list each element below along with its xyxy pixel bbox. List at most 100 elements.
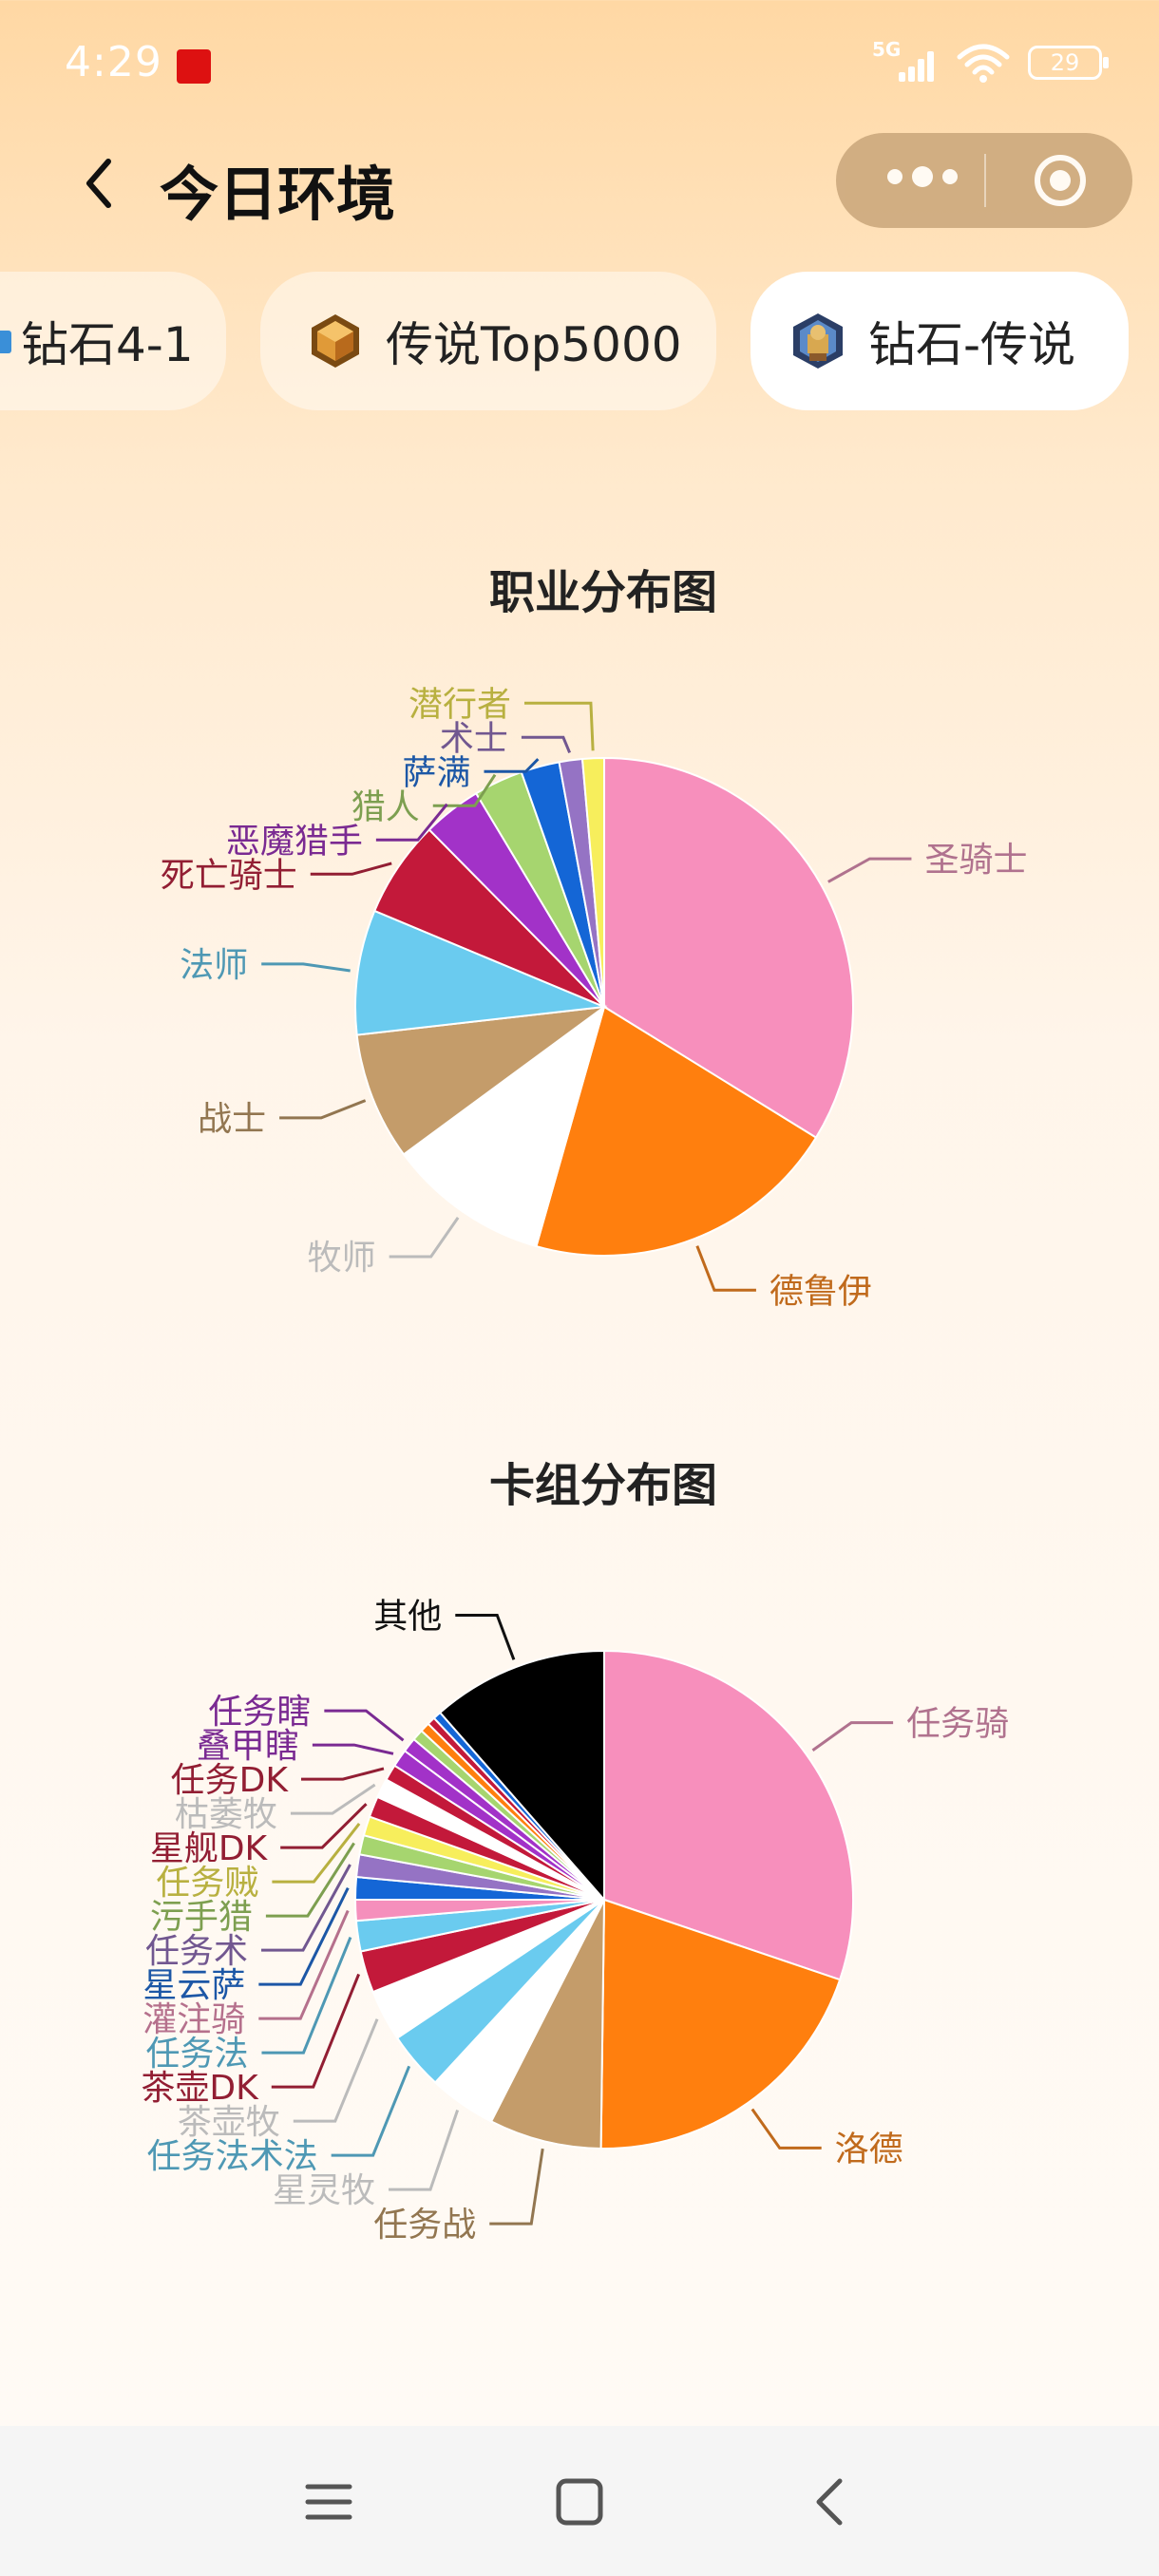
label-line-枯萎牧 [290,1783,376,1815]
slice-label-圣骑士: 圣骑士 [924,841,1027,880]
slice-label-茶壶牧: 茶壶牧 [178,2103,280,2142]
system-nav-bar [0,2426,1159,2576]
pie-slice-战士[interactable] [355,1005,608,1156]
tab-diamond-4-1[interactable]: 钻石4-1 [0,272,226,410]
chart-title-class: 职业分布图 [488,566,717,619]
tab-diamond-legend[interactable]: 钻石-传说 [750,272,1129,410]
label-line-法师 [261,962,351,973]
slice-label-星灵牧: 星灵牧 [273,2171,375,2210]
label-line-任务DK [300,1767,385,1781]
mini-program-capsule [836,133,1132,228]
battery-icon: 29 [1028,46,1109,80]
slice-label-叠甲瞎: 叠甲瞎 [197,1727,299,1766]
slice-label-战士: 战士 [198,1100,266,1139]
pie-slice-任务骑[interactable] [603,1649,854,1981]
cellular-signal-icon: 5G [872,38,939,84]
slice-label-洛德: 洛德 [835,2130,903,2169]
label-line-恶魔猎手 [375,803,448,842]
more-icon[interactable] [887,166,958,187]
tab-legend-top5000[interactable]: 传说Top5000 [260,272,716,410]
slice-label-任务骑: 任务骑 [906,1705,1009,1744]
system-back-icon[interactable] [802,2473,859,2530]
status-bar: 4:29 5G 29 [0,0,1159,133]
tab-label: 钻石-传说 [868,317,1076,372]
label-line-战士 [279,1099,367,1120]
capsule-divider [984,154,986,207]
pie-slice-圣骑士[interactable] [603,756,854,1139]
pie-slice-牧师[interactable] [402,1004,606,1248]
label-line-星灵牧 [389,2110,460,2191]
nav-bar: 今日环境 [0,133,1159,237]
slice-label-枯萎牧: 枯萎牧 [175,1795,277,1834]
slice-label-星云萨: 星云萨 [142,1966,245,2005]
status-icons: 5G 29 [872,38,1109,84]
label-line-任务瞎 [324,1709,405,1742]
slice-label-猎人: 猎人 [352,787,420,826]
pie-slice-潜行者[interactable] [580,756,605,1008]
label-line-其他 [455,1614,516,1660]
label-line-洛德 [750,2108,822,2150]
slice-label-任务战: 任务战 [373,2206,476,2242]
network-type: 5G [872,38,902,61]
slice-label-牧师: 牧师 [308,1239,376,1278]
slice-label-任务术: 任务术 [145,1932,248,1971]
tab-label: 钻石4-1 [21,317,194,372]
slice-label-恶魔猎手: 恶魔猎手 [226,822,363,861]
pie-slice-任务战[interactable] [489,1899,605,2150]
label-line-灌注骑 [258,1909,350,2020]
slice-label-星舰DK: 星舰DK [150,1829,269,1868]
label-line-术士 [521,735,572,754]
slice-label-德鲁伊: 德鲁伊 [770,1272,872,1311]
label-line-牧师 [389,1217,460,1259]
label-line-死亡骑士 [310,862,392,876]
label-line-任务贼 [272,1823,361,1884]
label-line-茶壶DK [271,1973,361,2089]
slice-label-任务DK: 任务DK [171,1761,290,1800]
rank-tabs: 钻石4-1 传说Top5000 钻石-传说 [0,272,1159,410]
chart-title-deck: 卡组分布图 [488,1459,717,1512]
app-notification-icon [177,49,211,84]
pie-slice-其他[interactable] [438,1649,605,1903]
tab-label: 传说Top5000 [386,317,682,372]
label-line-萨满 [484,758,540,773]
label-line-任务法术法 [331,2065,411,2157]
slice-label-灌注骑: 灌注骑 [142,2000,245,2039]
slice-label-任务贼: 任务贼 [156,1864,258,1903]
rank-icon [0,331,11,353]
label-line-茶壶牧 [293,2018,379,2123]
wifi-icon [957,44,1010,83]
slice-label-法师: 法师 [180,946,248,985]
legend-hexagon-icon [312,314,359,368]
pie-slice-洛德[interactable] [599,1898,842,2150]
slice-label-萨满: 萨满 [402,753,470,792]
label-line-任务骑 [811,1721,894,1752]
slice-label-死亡骑士: 死亡骑士 [161,856,297,895]
label-line-星云萨 [258,1886,350,1986]
slice-label-污手猎: 污手猎 [150,1898,253,1937]
slice-label-术士: 术士 [440,719,508,758]
menu-icon[interactable] [300,2473,357,2530]
pie-slice-德鲁伊[interactable] [535,1005,818,1257]
label-line-圣骑士 [827,857,912,883]
close-target-icon[interactable] [1032,152,1089,209]
page-title: 今日环境 [160,160,396,229]
slice-label-任务法术法: 任务法术法 [147,2137,318,2176]
label-line-任务法 [261,1937,352,2055]
slice-label-潜行者: 潜行者 [408,685,511,724]
label-line-潜行者 [524,701,595,751]
label-line-任务战 [489,2148,544,2226]
slice-label-其他: 其他 [373,1598,442,1637]
slice-label-任务瞎: 任务瞎 [208,1693,311,1732]
label-line-叠甲瞎 [312,1743,394,1755]
label-line-星舰DK [280,1803,368,1849]
home-icon[interactable] [551,2473,608,2530]
diamond-legend-icon [793,313,843,369]
label-line-德鲁伊 [695,1245,756,1292]
pie-slice-法师[interactable] [354,909,608,1036]
label-line-污手猎 [265,1842,355,1918]
slice-label-茶壶DK: 茶壶DK [141,2069,259,2108]
back-arrow-icon[interactable] [68,150,135,217]
label-line-任务术 [261,1864,352,1952]
